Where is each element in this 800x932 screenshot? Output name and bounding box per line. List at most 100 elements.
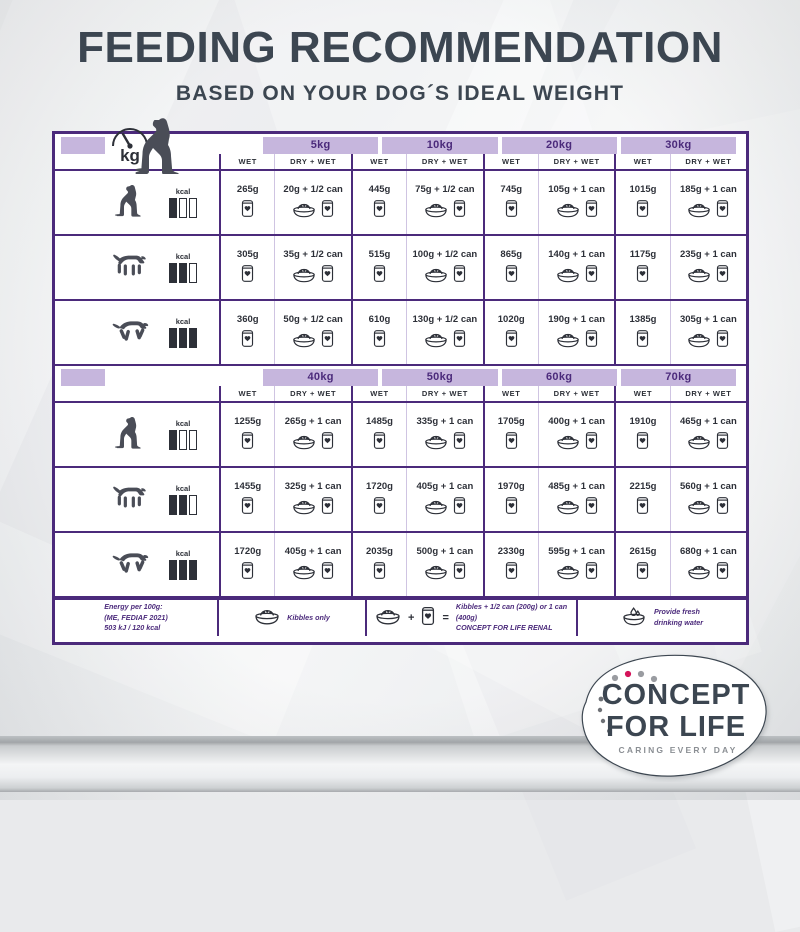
- bowl-icon: [292, 201, 316, 223]
- can-icon: [321, 329, 334, 353]
- can-icon: [421, 606, 435, 631]
- logo-line1: CONCEPT: [602, 679, 751, 711]
- dry-wet-amount: 100g + 1/2 can: [412, 249, 478, 260]
- kcal-indicator: kcal: [169, 419, 197, 450]
- column-header-wet: WET: [353, 386, 408, 401]
- column-header-dry-wet: DRY + WET: [290, 157, 337, 166]
- bowl-icon: [687, 201, 711, 223]
- weight-pair-cell: 2035g 500g + 1 can: [350, 533, 483, 596]
- dry-wet-cell: 235g + 1 can: [671, 236, 746, 299]
- dry-wet-amount: 595g + 1 can: [548, 546, 605, 557]
- can-icon: [453, 431, 466, 455]
- water-text: Provide fresh drinking water: [653, 607, 704, 627]
- weight-header-20kg: 20kg: [501, 137, 617, 154]
- kibbles-only-text: Kibbles only: [287, 612, 330, 622]
- can-icon: [373, 329, 386, 353]
- can-icon: [453, 496, 466, 520]
- wet-cell: 265g: [221, 171, 276, 234]
- bowl-icon: [424, 266, 448, 288]
- page-subtitle: BASED ON YOUR DOG´S IDEAL WEIGHT: [175, 82, 625, 105]
- column-header-wet: WET: [485, 154, 539, 169]
- kcal-bar: [179, 263, 187, 283]
- dry-wet-amount: 325g + 1 can: [284, 481, 342, 492]
- can-icon: [716, 199, 729, 223]
- dry-wet-amount: 130g + 1/2 can: [412, 314, 478, 325]
- kcal-bar: [179, 198, 187, 218]
- table-footer: Energy per 100g: (ME, FEDIAF 2021) 503 k…: [55, 598, 746, 636]
- weight-pair-cell: 745g 105g + 1 can: [482, 171, 615, 234]
- wet-amount: 1175g: [629, 249, 657, 260]
- can-icon: [585, 431, 598, 455]
- bowl-icon: [556, 266, 580, 288]
- kcal-bar: [179, 560, 187, 580]
- can-icon: [636, 199, 649, 223]
- can-icon: [373, 496, 386, 520]
- kcal-bar: [169, 328, 177, 348]
- column-header-wet: WET: [485, 386, 539, 401]
- table-section: 5kg 10kg 20kg 30kg WET DRY + WET WET DRY + WET W…: [55, 134, 746, 366]
- dry-wet-amount: 335g + 1 can: [416, 416, 474, 427]
- band-lead: [61, 369, 105, 386]
- wet-amount: 1255g: [234, 416, 262, 427]
- weight-pair-cell: 1720g 405g + 1 can: [350, 468, 483, 531]
- weight-pair-cell: 1970g 485g + 1 can: [482, 468, 615, 531]
- table-row: kcal 1455g 325g + 1 can 1720g 405g + 1 can 19…: [55, 468, 746, 533]
- dry-wet-amount: 50g + 1/2 can: [283, 314, 343, 325]
- logo-line2: FOR LIFE: [606, 711, 746, 743]
- wet-amount: 515g: [368, 249, 391, 260]
- dry-wet-amount: 400g + 1 can: [548, 416, 605, 427]
- weight-header-30kg: 30kg: [620, 137, 736, 154]
- wet-cell: 1705g: [485, 403, 539, 466]
- wet-cell: 1455g: [221, 468, 276, 531]
- bowl-icon: [556, 498, 580, 520]
- kcal-bar: [189, 495, 197, 515]
- dry-wet-amount: 680g + 1 can: [679, 546, 737, 557]
- weight-pair-cell: 1015g 185g + 1 can: [614, 171, 746, 234]
- column-header-dry-wet: DRY + WET: [421, 157, 468, 166]
- kcal-label: kcal: [175, 419, 191, 428]
- wet-cell: 1015g: [616, 171, 671, 234]
- wet-amount: 360g: [236, 314, 259, 325]
- can-icon: [585, 199, 598, 223]
- can-icon: [373, 199, 386, 223]
- can-icon: [585, 329, 598, 353]
- wet-cell: 1720g: [353, 468, 408, 531]
- kcal-bar: [179, 328, 187, 348]
- feeding-table: 5kg 10kg 20kg 30kg WET DRY + WET WET DRY + WET W…: [52, 131, 749, 645]
- weight-pair-cell: 1720g 405g + 1 can: [219, 533, 351, 596]
- weight-header-row: 40kg 50kg 60kg 70kg: [55, 366, 746, 386]
- dry-wet-cell: 595g + 1 can: [539, 533, 614, 596]
- can-icon: [585, 264, 598, 288]
- kcal-indicator: kcal: [169, 317, 197, 348]
- wet-amount: 1485g: [366, 416, 393, 427]
- bowl-icon: [687, 498, 711, 520]
- wet-amount: 2615g: [629, 546, 657, 557]
- dry-wet-cell: 105g + 1 can: [539, 171, 614, 234]
- dry-wet-cell: 35g + 1/2 can: [275, 236, 350, 299]
- wet-amount: 1970g: [497, 481, 525, 492]
- weight-pair-cell: 1455g 325g + 1 can: [219, 468, 351, 531]
- weight-pair-cell: 1175g 235g + 1 can: [614, 236, 746, 299]
- wet-amount: 2330g: [497, 546, 525, 557]
- kcal-bar: [169, 560, 177, 580]
- dry-wet-amount: 20g + 1/2 can: [283, 184, 343, 195]
- wet-cell: 305g: [221, 236, 276, 299]
- subheader-row: WET DRY + WET WET DRY + WET WET DRY + WET WET D…: [55, 386, 746, 403]
- weight-pair-cell: 515g 100g + 1/2 can: [350, 236, 483, 299]
- kcal-bar: [189, 198, 197, 218]
- subheader-spacer: [55, 386, 219, 401]
- can-icon: [241, 199, 254, 223]
- table-row: kcal 305g 35g + 1/2 can 515g 100g + 1/2 can 8…: [55, 236, 746, 301]
- bowl-icon: [292, 563, 316, 585]
- dog-sitting-icon: [107, 182, 153, 223]
- dry-wet-cell: 190g + 1 can: [539, 301, 614, 364]
- column-header-dry-wet: DRY + WET: [553, 157, 600, 166]
- weight-header-70kg: 70kg: [620, 369, 736, 386]
- dry-wet-cell: 500g + 1 can: [407, 533, 482, 596]
- dry-wet-amount: 105g + 1 can: [548, 184, 605, 195]
- can-icon: [636, 264, 649, 288]
- can-icon: [636, 496, 649, 520]
- can-icon: [505, 329, 518, 353]
- mix-text: Kibbles + 1/2 can (200g) or 1 can (400g)…: [455, 601, 568, 633]
- dog-running-icon: [107, 544, 153, 585]
